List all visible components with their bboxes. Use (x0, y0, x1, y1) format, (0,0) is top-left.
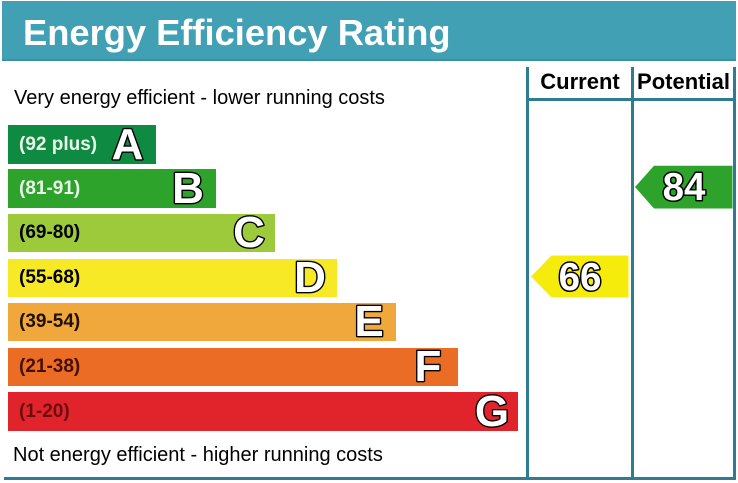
svg-text:66: 66 (559, 256, 602, 299)
svg-text:F: F (415, 342, 442, 391)
svg-text:G: G (475, 387, 509, 436)
svg-text:D: D (294, 253, 326, 302)
svg-text:C: C (233, 208, 265, 257)
svg-text:B: B (172, 164, 204, 213)
svg-text:84: 84 (663, 166, 706, 209)
svg-text:A: A (112, 120, 144, 169)
svg-text:E: E (354, 297, 383, 346)
